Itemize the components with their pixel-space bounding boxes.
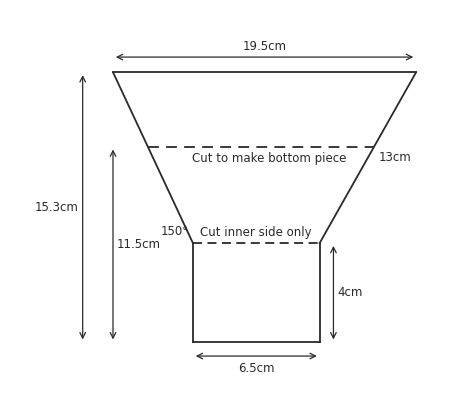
Text: 6.5cm: 6.5cm bbox=[238, 362, 274, 375]
Text: 13cm: 13cm bbox=[379, 151, 411, 164]
Text: 15.3cm: 15.3cm bbox=[35, 201, 79, 214]
Text: 150°: 150° bbox=[161, 225, 189, 238]
Text: Cut inner side only: Cut inner side only bbox=[201, 226, 312, 239]
Text: 19.5cm: 19.5cm bbox=[243, 40, 287, 53]
Text: 11.5cm: 11.5cm bbox=[117, 238, 161, 251]
Text: Cut to make bottom piece: Cut to make bottom piece bbox=[192, 152, 346, 165]
Text: 4cm: 4cm bbox=[337, 286, 363, 299]
